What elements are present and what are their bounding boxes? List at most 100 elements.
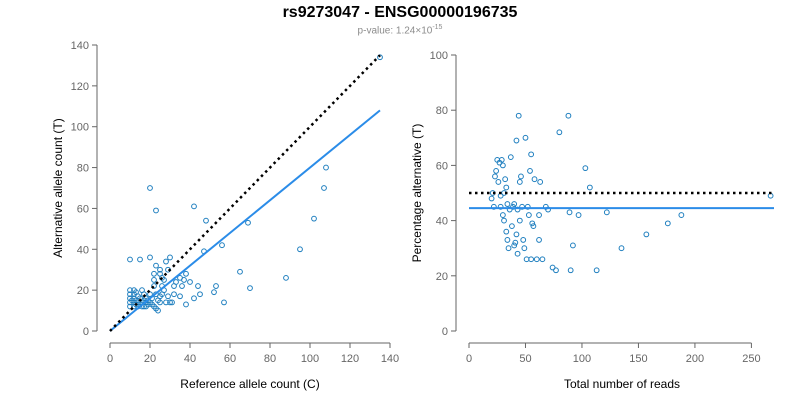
data-point xyxy=(524,203,531,210)
x-tick-label: 150 xyxy=(629,353,647,365)
data-point xyxy=(516,217,523,224)
x-tick-label: 200 xyxy=(686,353,704,365)
data-point xyxy=(506,206,513,213)
data-point xyxy=(127,303,133,310)
data-point xyxy=(377,54,383,61)
data-point xyxy=(519,203,525,210)
data-point xyxy=(183,301,189,308)
x-tick-label: 100 xyxy=(301,353,319,365)
data-point xyxy=(511,201,518,207)
data-point xyxy=(153,207,159,214)
data-point xyxy=(502,176,509,183)
data-point xyxy=(507,154,514,161)
data-point xyxy=(513,137,520,144)
data-point xyxy=(537,179,544,185)
data-point xyxy=(493,168,500,174)
data-point xyxy=(678,212,685,218)
data-point xyxy=(492,173,498,180)
data-point xyxy=(147,185,153,191)
data-point xyxy=(509,223,515,230)
data-point xyxy=(553,267,559,274)
data-point xyxy=(127,291,133,298)
data-point xyxy=(521,245,528,252)
data-point xyxy=(219,242,225,249)
data-point xyxy=(165,293,171,300)
p-value-exponent: -15 xyxy=(432,24,443,31)
data-point xyxy=(173,279,179,285)
data-point xyxy=(181,277,187,283)
data-point xyxy=(167,254,173,261)
data-point xyxy=(522,134,529,141)
x-tick-label: 20 xyxy=(144,353,156,365)
data-point xyxy=(155,307,161,314)
data-point xyxy=(603,209,610,216)
data-point xyxy=(183,270,189,277)
data-point xyxy=(153,262,159,269)
data-point xyxy=(593,267,600,274)
y-tick-label: 120 xyxy=(71,81,89,93)
data-point xyxy=(147,254,153,261)
data-point xyxy=(504,237,511,243)
y-tick-label: 40 xyxy=(436,216,448,228)
data-point xyxy=(527,168,533,174)
data-point xyxy=(323,164,329,171)
data-point xyxy=(213,283,219,289)
data-point xyxy=(510,203,516,210)
data-point xyxy=(556,129,563,136)
data-point xyxy=(311,215,317,222)
data-point xyxy=(297,246,303,253)
reference-line xyxy=(109,54,381,332)
data-point xyxy=(664,220,671,227)
x-axis-label: Reference allele count (C) xyxy=(180,377,319,391)
p-value-label: p-value: 1.24×10-15 xyxy=(0,24,800,36)
fit-line xyxy=(109,109,381,332)
data-point xyxy=(497,203,504,210)
y-tick-label: 140 xyxy=(71,40,89,52)
data-point xyxy=(516,179,523,185)
data-point xyxy=(495,179,502,185)
x-tick-label: 120 xyxy=(341,353,359,365)
x-tick-label: 80 xyxy=(264,353,276,365)
x-tick-label: 250 xyxy=(742,353,760,365)
data-point xyxy=(530,223,537,230)
data-point xyxy=(518,173,524,180)
data-point xyxy=(582,165,589,172)
data-point xyxy=(570,242,576,249)
data-point xyxy=(566,209,573,216)
data-point xyxy=(195,283,201,289)
data-point xyxy=(503,184,510,191)
data-point xyxy=(187,279,193,285)
data-point xyxy=(203,217,209,224)
data-point xyxy=(127,256,133,263)
data-point xyxy=(528,151,535,158)
scatter-panel-1: 0 20 40 60 80 100 120 140 0 20 40 60 80 100 120 140 Refe… xyxy=(51,40,399,391)
data-point xyxy=(498,156,505,163)
data-point xyxy=(245,219,251,226)
x-tick-label: 140 xyxy=(381,353,399,365)
y-tick-label: 0 xyxy=(83,326,89,338)
y-tick-label: 20 xyxy=(436,271,448,283)
data-point xyxy=(575,212,582,218)
data-point xyxy=(586,184,593,191)
data-point xyxy=(528,256,535,263)
data-point xyxy=(191,203,197,210)
data-point xyxy=(643,231,650,238)
chart-title: rs9273047 - ENSG00000196735 xyxy=(282,4,518,21)
data-point xyxy=(157,299,163,306)
data-point xyxy=(163,299,169,306)
data-point xyxy=(157,266,163,273)
y-tick-label: 60 xyxy=(77,203,89,215)
data-point xyxy=(531,176,538,183)
data-point xyxy=(179,283,185,289)
x-tick-label: 100 xyxy=(573,353,591,365)
data-point xyxy=(514,250,521,257)
data-point xyxy=(565,112,572,119)
y-axis-label: Percentage alternative (T) xyxy=(410,124,424,263)
data-point xyxy=(137,256,143,263)
data-point xyxy=(167,299,173,306)
data-point xyxy=(221,299,227,306)
p-value-text: p-value: 1.24×10 xyxy=(357,25,433,37)
data-point xyxy=(499,162,506,169)
data-point xyxy=(283,274,289,281)
